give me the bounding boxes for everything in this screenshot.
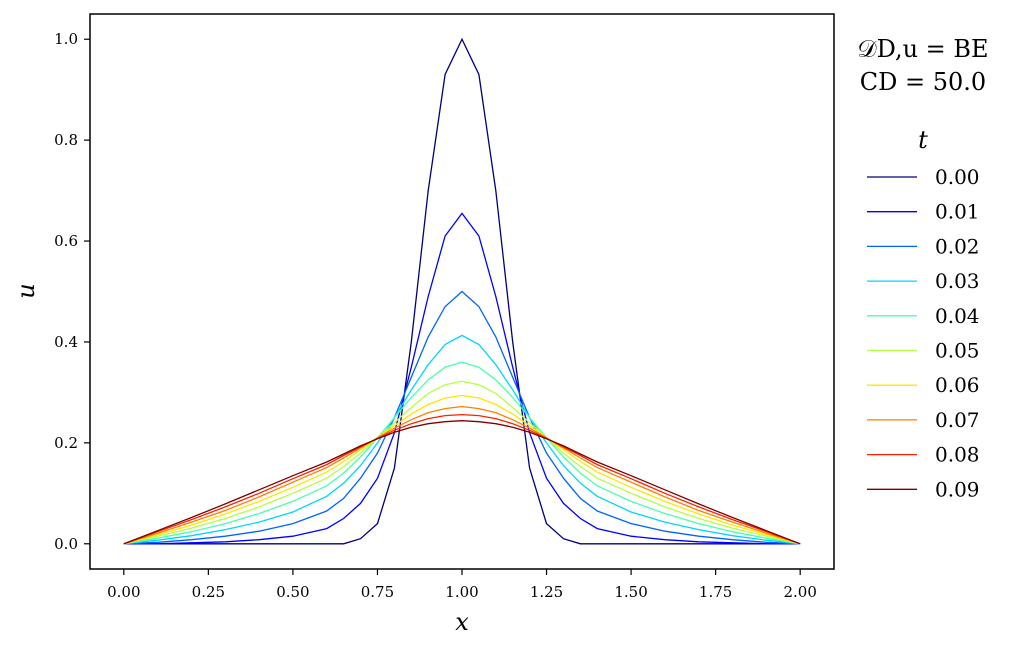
annotation-block: 𝒟D,u = BE CD = 50.0	[857, 35, 988, 96]
series-line-0	[123, 37, 801, 545]
legend-entry-3: 0.03	[935, 269, 980, 293]
x-tick-label: 1.25	[530, 583, 563, 601]
legend: t 0.00 0.01 0.02 0.03 0.04 0.05 0.06 0.07 0.08 0.…	[867, 126, 980, 501]
y-tick-label: 0.0	[54, 535, 78, 553]
legend-entry-4: 0.04	[935, 304, 980, 328]
annotation-line-2: CD = 50.0	[860, 68, 986, 96]
series-lines	[123, 37, 801, 545]
x-tick-label: 0.00	[107, 583, 140, 601]
x-axis-ticks: 0.00 0.25 0.50 0.75 1.00 1.25 1.50 1.75 2.00	[107, 569, 817, 601]
annotation-line-1: 𝒟D,u = BE	[857, 35, 988, 63]
legend-entry-6: 0.06	[935, 373, 980, 397]
legend-entry-5: 0.05	[935, 339, 980, 363]
y-axis-label: u	[12, 283, 40, 298]
series-line-2	[123, 290, 801, 545]
x-tick-label: 0.25	[192, 583, 225, 601]
series-line-6	[123, 394, 801, 545]
x-tick-label: 2.00	[783, 583, 816, 601]
legend-entry-8: 0.08	[935, 443, 980, 467]
x-tick-label: 1.50	[614, 583, 647, 601]
series-line-1	[123, 212, 801, 545]
series-line-8	[123, 413, 801, 545]
y-tick-label: 0.8	[54, 131, 78, 149]
legend-title: t	[918, 126, 928, 154]
legend-entry-2: 0.02	[935, 234, 980, 258]
y-tick-label: 0.2	[54, 434, 78, 452]
legend-entry-0: 0.00	[935, 165, 980, 189]
x-tick-label: 0.50	[276, 583, 309, 601]
series-line-9	[123, 420, 801, 545]
series-line-3	[123, 334, 801, 545]
legend-entry-1: 0.01	[935, 200, 980, 224]
series-line-4	[123, 361, 801, 545]
y-tick-label: 0.4	[54, 333, 78, 351]
x-axis-label: x	[455, 608, 469, 636]
series-line-5	[123, 380, 801, 545]
legend-entry-9: 0.09	[935, 477, 980, 501]
x-tick-label: 1.00	[445, 583, 478, 601]
legend-entry-7: 0.07	[935, 408, 980, 432]
x-tick-label: 1.75	[699, 583, 732, 601]
y-axis-ticks: 0.0 0.2 0.4 0.6 0.8 1.0	[54, 30, 90, 553]
x-tick-label: 0.75	[361, 583, 394, 601]
series-line-7	[123, 405, 801, 545]
y-tick-label: 1.0	[54, 30, 78, 48]
y-tick-label: 0.6	[54, 232, 78, 250]
